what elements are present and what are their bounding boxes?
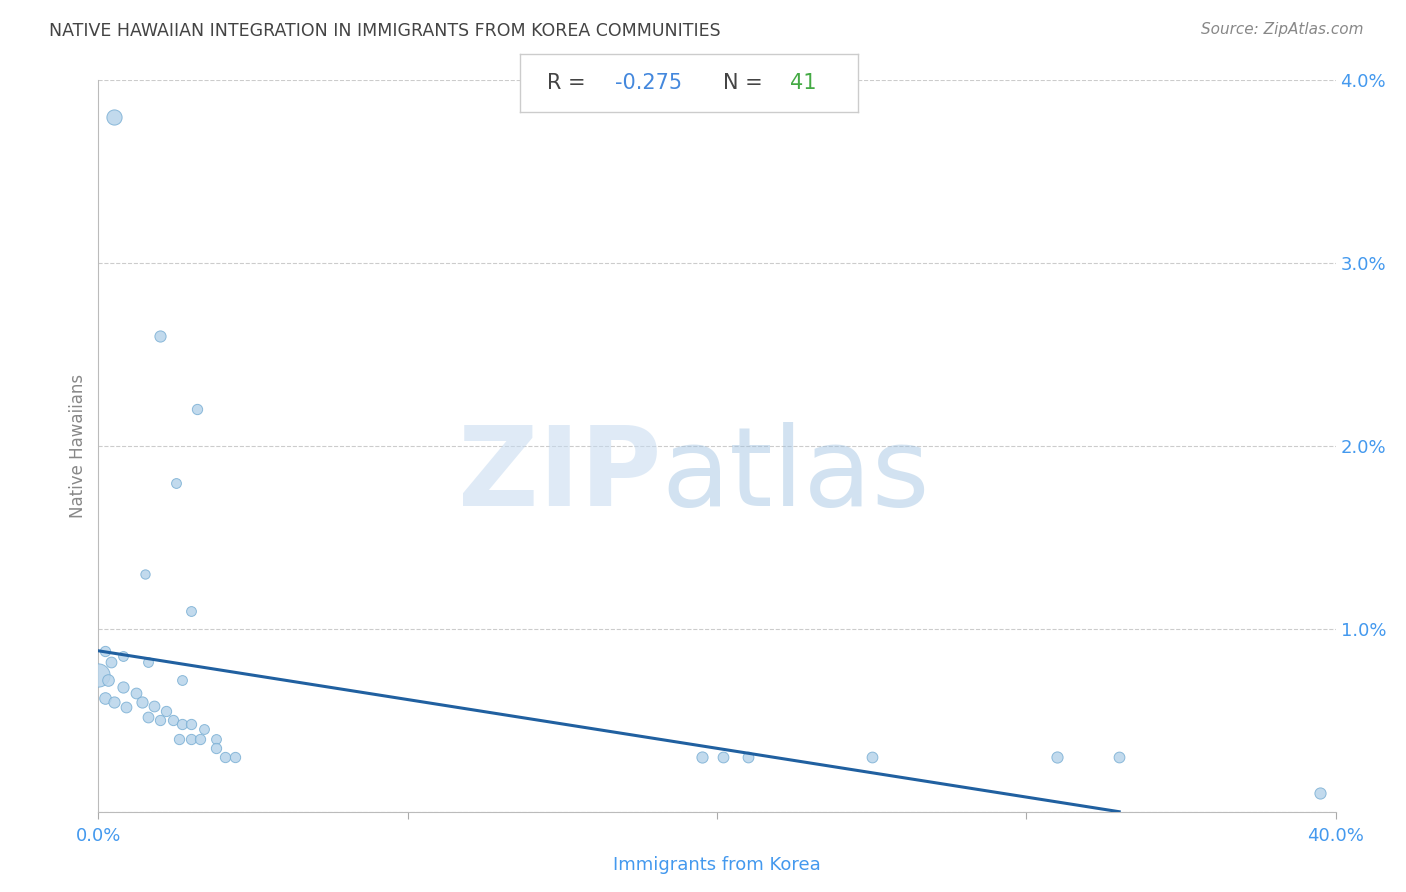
Point bbox=[93, 691, 115, 706]
Point bbox=[224, 749, 246, 764]
Point bbox=[162, 714, 184, 728]
Point bbox=[180, 731, 202, 746]
Point bbox=[165, 475, 187, 490]
Text: -0.275: -0.275 bbox=[614, 72, 682, 93]
Point bbox=[103, 110, 125, 124]
Point bbox=[97, 673, 120, 687]
Text: 41: 41 bbox=[790, 72, 817, 93]
Point bbox=[115, 700, 138, 714]
Point bbox=[180, 603, 202, 617]
Point bbox=[860, 749, 883, 764]
Point bbox=[167, 731, 190, 746]
Text: N =: N = bbox=[723, 72, 769, 93]
Point bbox=[186, 402, 208, 417]
Point bbox=[190, 731, 212, 746]
Point bbox=[205, 740, 228, 755]
Point bbox=[112, 649, 135, 664]
Point bbox=[87, 667, 110, 681]
Point bbox=[170, 673, 193, 687]
Point bbox=[136, 709, 159, 723]
Text: ZIP: ZIP bbox=[458, 422, 661, 529]
Text: R =: R = bbox=[547, 72, 592, 93]
Point bbox=[737, 749, 759, 764]
Point bbox=[1309, 787, 1331, 801]
Point bbox=[149, 329, 172, 343]
Point bbox=[170, 717, 193, 731]
Point bbox=[180, 717, 202, 731]
Point bbox=[136, 655, 159, 669]
Text: Source: ZipAtlas.com: Source: ZipAtlas.com bbox=[1201, 22, 1364, 37]
Text: atlas: atlas bbox=[661, 422, 929, 529]
Point bbox=[131, 695, 153, 709]
Point bbox=[124, 686, 146, 700]
Point bbox=[1046, 749, 1069, 764]
Point bbox=[103, 695, 125, 709]
Point bbox=[155, 704, 177, 718]
Point bbox=[214, 749, 236, 764]
Point bbox=[690, 749, 713, 764]
Point bbox=[93, 644, 115, 658]
Point bbox=[143, 698, 166, 713]
Point bbox=[100, 655, 122, 669]
X-axis label: Immigrants from Korea: Immigrants from Korea bbox=[613, 856, 821, 874]
Point bbox=[134, 567, 156, 582]
Point bbox=[193, 723, 215, 737]
Text: NATIVE HAWAIIAN INTEGRATION IN IMMIGRANTS FROM KOREA COMMUNITIES: NATIVE HAWAIIAN INTEGRATION IN IMMIGRANT… bbox=[49, 22, 721, 40]
Point bbox=[1108, 749, 1130, 764]
Point bbox=[205, 731, 228, 746]
Point bbox=[149, 714, 172, 728]
Point bbox=[112, 681, 135, 695]
Point bbox=[711, 749, 734, 764]
Y-axis label: Native Hawaiians: Native Hawaiians bbox=[69, 374, 87, 518]
